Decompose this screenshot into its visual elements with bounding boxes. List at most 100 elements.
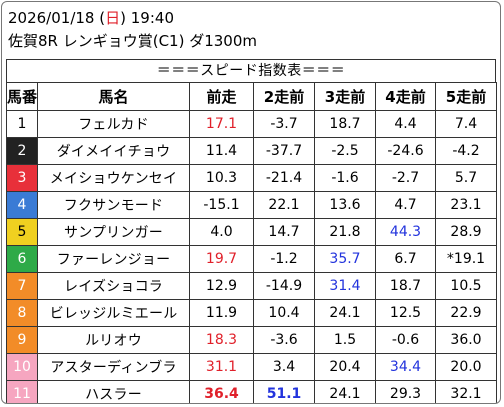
table-row: 2 ダイメイイチョウ 11.4 -37.7 -2.5 -24.6 -4.2 — [6, 137, 497, 165]
speed-index-cell: -1.2 — [253, 245, 315, 273]
speed-index-cell: 22.1 — [253, 191, 315, 219]
speed-index-cell: 7.4 — [435, 110, 497, 138]
table-row: 1 フェルカド 17.1 -3.7 18.7 4.4 7.4 — [6, 110, 497, 138]
horse-name-cell: フクサンモード — [37, 191, 190, 219]
horse-name-cell: ダイメイイチョウ — [37, 137, 190, 165]
speed-index-cell: *19.1 — [435, 245, 497, 273]
speed-index-cell: 11.9 — [189, 299, 254, 327]
speed-index-cell: 23.1 — [435, 191, 497, 219]
speed-index-cell: 4.4 — [375, 110, 436, 138]
speed-index-cell: 18.3 — [189, 326, 254, 354]
table-row: 5 サンプリンガー 4.0 14.7 21.8 44.3 28.9 — [6, 218, 497, 246]
speed-index-cell: 17.1 — [189, 110, 254, 138]
horse-name-cell: フェルカド — [37, 110, 190, 138]
horse-name-cell: ルリオウ — [37, 326, 190, 354]
speed-index-cell: -1.6 — [314, 164, 376, 192]
race-time: 19:40 — [130, 9, 174, 27]
speed-index-cell: 28.9 — [435, 218, 497, 246]
horse-number-cell: 5 — [6, 218, 38, 246]
speed-index-cell: 35.7 — [314, 245, 376, 273]
speed-index-cell: 10.5 — [435, 272, 497, 300]
table-row: 10 アスターディンブラ 31.1 3.4 20.4 34.4 20.0 — [6, 353, 497, 381]
speed-index-cell: -37.7 — [253, 137, 315, 165]
horse-name-cell: ビレッジルミエール — [37, 299, 190, 327]
speed-index-cell: 19.7 — [189, 245, 254, 273]
speed-index-cell: -2.5 — [314, 137, 376, 165]
speed-index-cell: 51.1 — [253, 380, 315, 403]
race-date: 2026/01/18 — [8, 9, 95, 27]
table-row: 7 レイズショコラ 12.9 -14.9 31.4 18.7 10.5 — [6, 272, 497, 300]
race-datetime: 2026/01/18 (日) 19:40 — [8, 8, 174, 28]
speed-index-cell: 10.4 — [253, 299, 315, 327]
weekday-open: ( — [99, 9, 106, 27]
table-row: 11 ハスラー 36.4 51.1 24.1 29.3 32.1 — [6, 380, 497, 403]
speed-index-cell: 36.4 — [189, 380, 254, 403]
header-row: 馬番 馬名 前走 2走前 3走前 4走前 5走前 — [6, 82, 497, 111]
col-header-4-races-ago: 4走前 — [375, 82, 436, 111]
col-header-number: 馬番 — [6, 82, 38, 111]
speed-index-cell: 18.7 — [314, 110, 376, 138]
speed-index-cell: 32.1 — [435, 380, 497, 403]
speed-index-cell: 21.8 — [314, 218, 376, 246]
speed-index-cell: 31.1 — [189, 353, 254, 381]
horse-number-cell: 4 — [6, 191, 38, 219]
speed-index-cell: 18.7 — [375, 272, 436, 300]
speed-index-cell: 29.3 — [375, 380, 436, 403]
horse-name-cell: メイショウケンセイ — [37, 164, 190, 192]
speed-index-cell: 6.7 — [375, 245, 436, 273]
table-row: 8 ビレッジルミエール 11.9 10.4 24.1 12.5 22.9 — [6, 299, 497, 327]
horse-number-cell: 7 — [6, 272, 38, 300]
horse-number-cell: 2 — [6, 137, 38, 165]
table-row: 9 ルリオウ 18.3 -3.6 1.5 -0.6 36.0 — [6, 326, 497, 354]
horse-name-cell: ファーレンジョー — [37, 245, 190, 273]
table-title: ＝＝＝スピード指数表＝＝＝ — [6, 59, 496, 82]
weekday-close: ) — [120, 9, 126, 27]
speed-index-cell: 5.7 — [435, 164, 497, 192]
horse-number-cell: 6 — [6, 245, 38, 273]
col-header-5-races-ago: 5走前 — [435, 82, 497, 111]
speed-index-cell: -4.2 — [435, 137, 497, 165]
table-row: 6 ファーレンジョー 19.7 -1.2 35.7 6.7 *19.1 — [6, 245, 497, 273]
col-header-last-race: 前走 — [189, 82, 254, 111]
speed-index-cell: 13.6 — [314, 191, 376, 219]
speed-index-cell: -3.6 — [253, 326, 315, 354]
col-header-2-races-ago: 2走前 — [253, 82, 315, 111]
speed-index-cell: -14.9 — [253, 272, 315, 300]
speed-index-cell: 44.3 — [375, 218, 436, 246]
horse-number-cell: 8 — [6, 299, 38, 327]
col-header-3-races-ago: 3走前 — [314, 82, 376, 111]
speed-index-cell: 12.5 — [375, 299, 436, 327]
horse-name-cell: サンプリンガー — [37, 218, 190, 246]
horse-name-cell: レイズショコラ — [37, 272, 190, 300]
speed-index-cell: 12.9 — [189, 272, 254, 300]
speed-index-cell: -0.6 — [375, 326, 436, 354]
speed-index-cell: 20.0 — [435, 353, 497, 381]
horse-number-cell: 11 — [6, 380, 38, 403]
speed-index-cell: 4.7 — [375, 191, 436, 219]
speed-index-cell: 20.4 — [314, 353, 376, 381]
horse-name-cell: ハスラー — [37, 380, 190, 403]
speed-index-cell: 36.0 — [435, 326, 497, 354]
speed-index-cell: -24.6 — [375, 137, 436, 165]
speed-index-cell: -21.4 — [253, 164, 315, 192]
horse-number-cell: 10 — [6, 353, 38, 381]
speed-index-cell: -3.7 — [253, 110, 315, 138]
col-header-name: 馬名 — [37, 82, 190, 111]
horse-number-cell: 1 — [6, 110, 38, 138]
speed-index-cell: 1.5 — [314, 326, 376, 354]
race-weekday: 日 — [105, 9, 121, 27]
speed-index-table: 馬番 馬名 前走 2走前 3走前 4走前 5走前 1 フェルカド 17.1 -3.7 1… — [6, 82, 497, 403]
horse-number-cell: 3 — [6, 164, 38, 192]
speed-index-cell: 3.4 — [253, 353, 315, 381]
table-row: 4 フクサンモード -15.1 22.1 13.6 4.7 23.1 — [6, 191, 497, 219]
horse-number-cell: 9 — [6, 326, 38, 354]
speed-index-cell: 10.3 — [189, 164, 254, 192]
speed-index-cell: 24.1 — [314, 299, 376, 327]
speed-index-cell: 24.1 — [314, 380, 376, 403]
table-row: 3 メイショウケンセイ 10.3 -21.4 -1.6 -2.7 5.7 — [6, 164, 497, 192]
speed-index-cell: 34.4 — [375, 353, 436, 381]
speed-index-cell: 14.7 — [253, 218, 315, 246]
horse-name-cell: アスターディンブラ — [37, 353, 190, 381]
speed-index-cell: 22.9 — [435, 299, 497, 327]
